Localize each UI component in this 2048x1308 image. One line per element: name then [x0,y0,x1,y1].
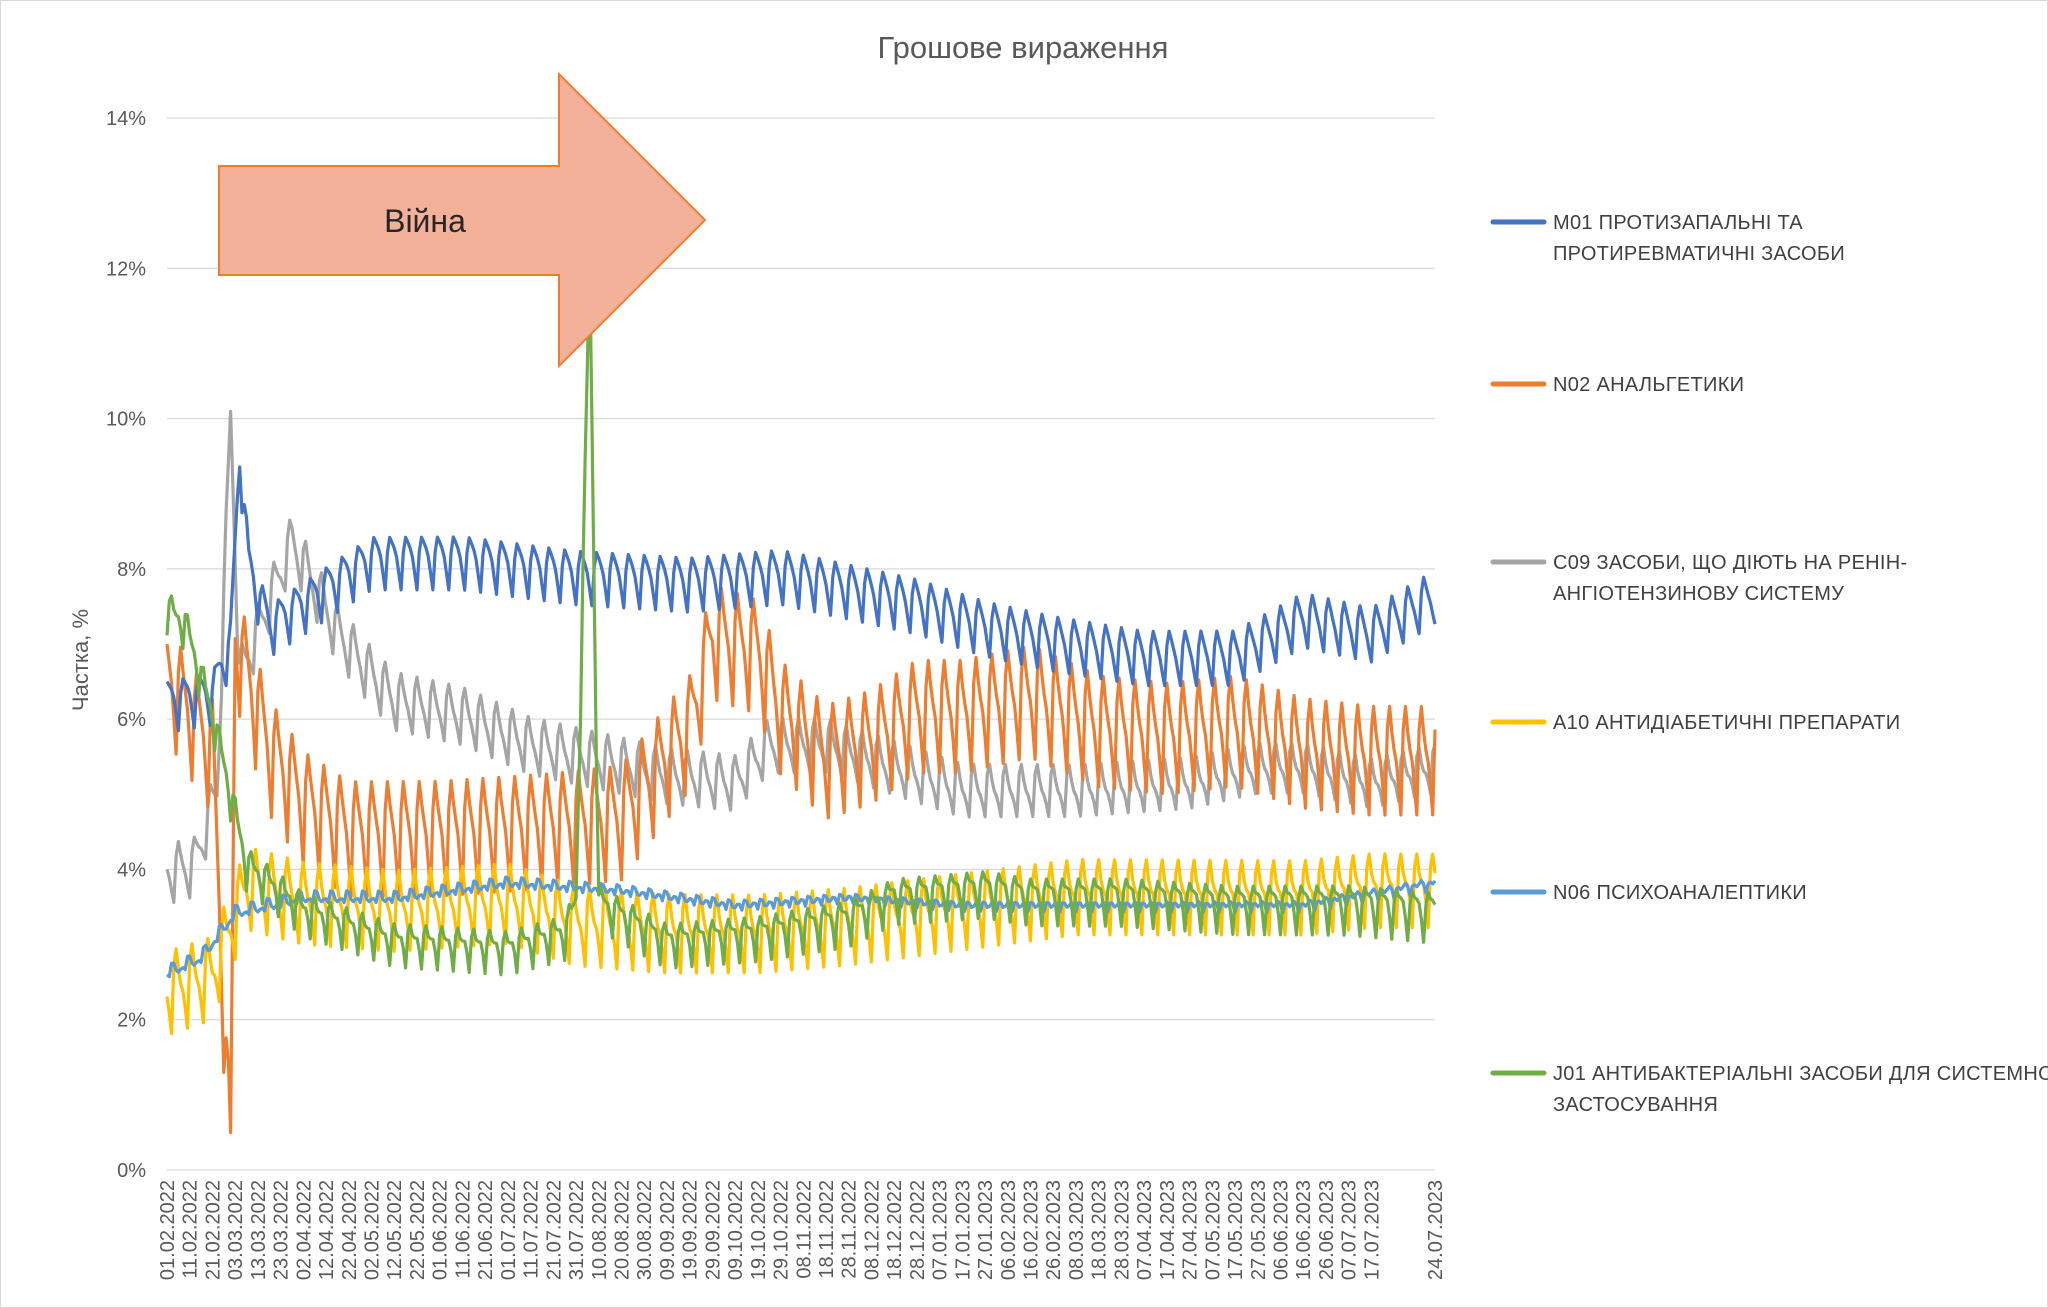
x-tick-label: 01.02.2022 [157,1180,179,1280]
x-tick-label: 27.04.2023 [1180,1180,1202,1280]
war-arrow-shape [218,71,707,369]
y-tick-label: 10% [106,409,146,431]
x-tick-label: 11.06.2022 [452,1180,474,1279]
x-tick-label: 09.10.2022 [725,1180,747,1280]
legend: M01 ПРОТИЗАПАЛЬНІ ТА ПРОТИРЕВМАТИЧНІ ЗАСО… [1490,212,2048,1116]
y-tick-label: 6% [117,709,146,731]
x-tick-label: 22.04.2022 [339,1180,361,1280]
x-tick-label: 17.04.2023 [1157,1180,1179,1280]
y-tick-labels: 0% 2% 4% 6% 8% 10% 12% 14% [106,108,146,1182]
x-tick-label: 18.03.2023 [1089,1180,1111,1280]
x-tick-label: 21.06.2022 [475,1180,497,1280]
x-tick-label: 26.02.2023 [1043,1180,1065,1280]
x-tick-label: 08.11.2022 [793,1180,815,1279]
x-tick-label: 19.09.2022 [680,1180,702,1280]
y-tick-label: 0% [117,1160,146,1182]
x-tick-label: 01.06.2022 [430,1180,452,1280]
x-tick-label: 22.05.2022 [407,1180,429,1280]
x-tick-label: 17.01.2023 [952,1180,974,1280]
x-tick-label: 29.09.2022 [702,1180,724,1280]
series-line [165,875,1437,979]
chart-title: Грошове вираження [878,30,1169,65]
x-tick-label: 02.05.2022 [362,1180,384,1280]
x-tick-label: 13.03.2022 [248,1180,270,1280]
x-tick-label: 30.08.2022 [634,1180,656,1280]
x-tick-label: 01.07.2022 [498,1180,520,1280]
x-tick-label: 02.04.2022 [293,1180,315,1280]
series-line [165,409,1437,905]
x-tick-label: 31.07.2022 [566,1180,588,1280]
legend-label: N06 ПСИХОАНАЛЕПТИКИ [1553,882,1807,904]
x-tick-label: 09.09.2022 [657,1180,679,1280]
x-tick-label: 24.07.2023 [1425,1180,1447,1280]
war-arrow: Війна [218,71,707,369]
x-tick-label: 23.03.2022 [271,1180,293,1280]
x-tick-label: 27.05.2023 [1248,1180,1270,1280]
x-tick-label: 03.03.2022 [225,1180,247,1280]
x-tick-label: 21.07.2022 [543,1180,565,1280]
x-tick-label: 18.12.2022 [884,1180,906,1280]
legend-label: A10 АНТИДІАБЕТИЧНІ ПРЕПАРАТИ [1553,712,1900,734]
x-tick-label: 26.06.2023 [1316,1180,1338,1280]
series-line [165,257,1437,977]
x-tick-label: 06.02.2023 [998,1180,1020,1280]
legend-label: M01 ПРОТИЗАПАЛЬНІ ТА ПРОТИРЕВМАТИЧНІ ЗАСО… [1553,212,1845,265]
x-tick-label: 12.05.2022 [384,1180,406,1280]
x-tick-label: 28.03.2023 [1111,1180,1133,1280]
legend-label: J01 АНТИБАКТЕРІАЛЬНІ ЗАСОБИ ДЛЯ СИСТЕМНО… [1553,1063,2048,1116]
x-tick-label: 17.07.2023 [1361,1180,1383,1280]
x-tick-label: 08.12.2022 [861,1180,883,1280]
x-tick-label: 08.03.2023 [1066,1180,1088,1280]
x-tick-label: 10.08.2022 [589,1180,611,1280]
legend-label: C09 ЗАСОБИ, ЩО ДІЮТЬ НА РЕНІН-АНГІОТЕНЗИ… [1553,552,1907,605]
y-tick-label: 12% [106,258,146,280]
x-tick-label: 20.08.2022 [611,1180,633,1280]
series-lines [165,257,1437,1135]
x-tick-label: 06.06.2023 [1270,1180,1292,1280]
war-arrow-label: Війна [384,203,466,239]
x-tick-label: 18.11.2022 [816,1180,838,1279]
x-tick-label: 07.05.2023 [1202,1180,1224,1280]
x-tick-label: 07.01.2023 [930,1180,952,1280]
x-tick-label: 27.01.2023 [975,1180,997,1280]
series-line [165,465,1437,733]
y-tick-label: 14% [106,108,146,130]
x-tick-label: 11.02.2022 [180,1180,202,1279]
x-tick-label: 28.11.2022 [839,1180,861,1279]
y-tick-label: 8% [117,559,146,581]
x-tick-label: 17.05.2023 [1225,1180,1247,1280]
x-tick-label: 29.10.2022 [771,1180,793,1280]
x-tick-label: 12.04.2022 [316,1180,338,1280]
y-tick-label: 2% [117,1010,146,1032]
x-tick-label: 16.06.2023 [1293,1180,1315,1280]
x-tick-label: 28.12.2022 [907,1180,929,1280]
series-line [165,586,1437,1135]
y-tick-label: 4% [117,859,146,881]
x-tick-label: 19.10.2022 [748,1180,770,1280]
legend-label: N02 АНАЛЬГЕТИКИ [1553,374,1744,396]
x-tick-label: 07.04.2023 [1134,1180,1156,1280]
x-tick-labels: 01.02.2022 11.02.2022 21.02.2022 03.03.2022… [157,1180,1447,1280]
x-tick-label: 21.02.2022 [202,1180,224,1280]
x-tick-label: 07.07.2023 [1339,1180,1361,1280]
x-tick-label: 16.02.2023 [1021,1180,1043,1280]
x-tick-label: 11.07.2022 [521,1180,543,1279]
y-axis-title: Частка, % [68,609,93,711]
